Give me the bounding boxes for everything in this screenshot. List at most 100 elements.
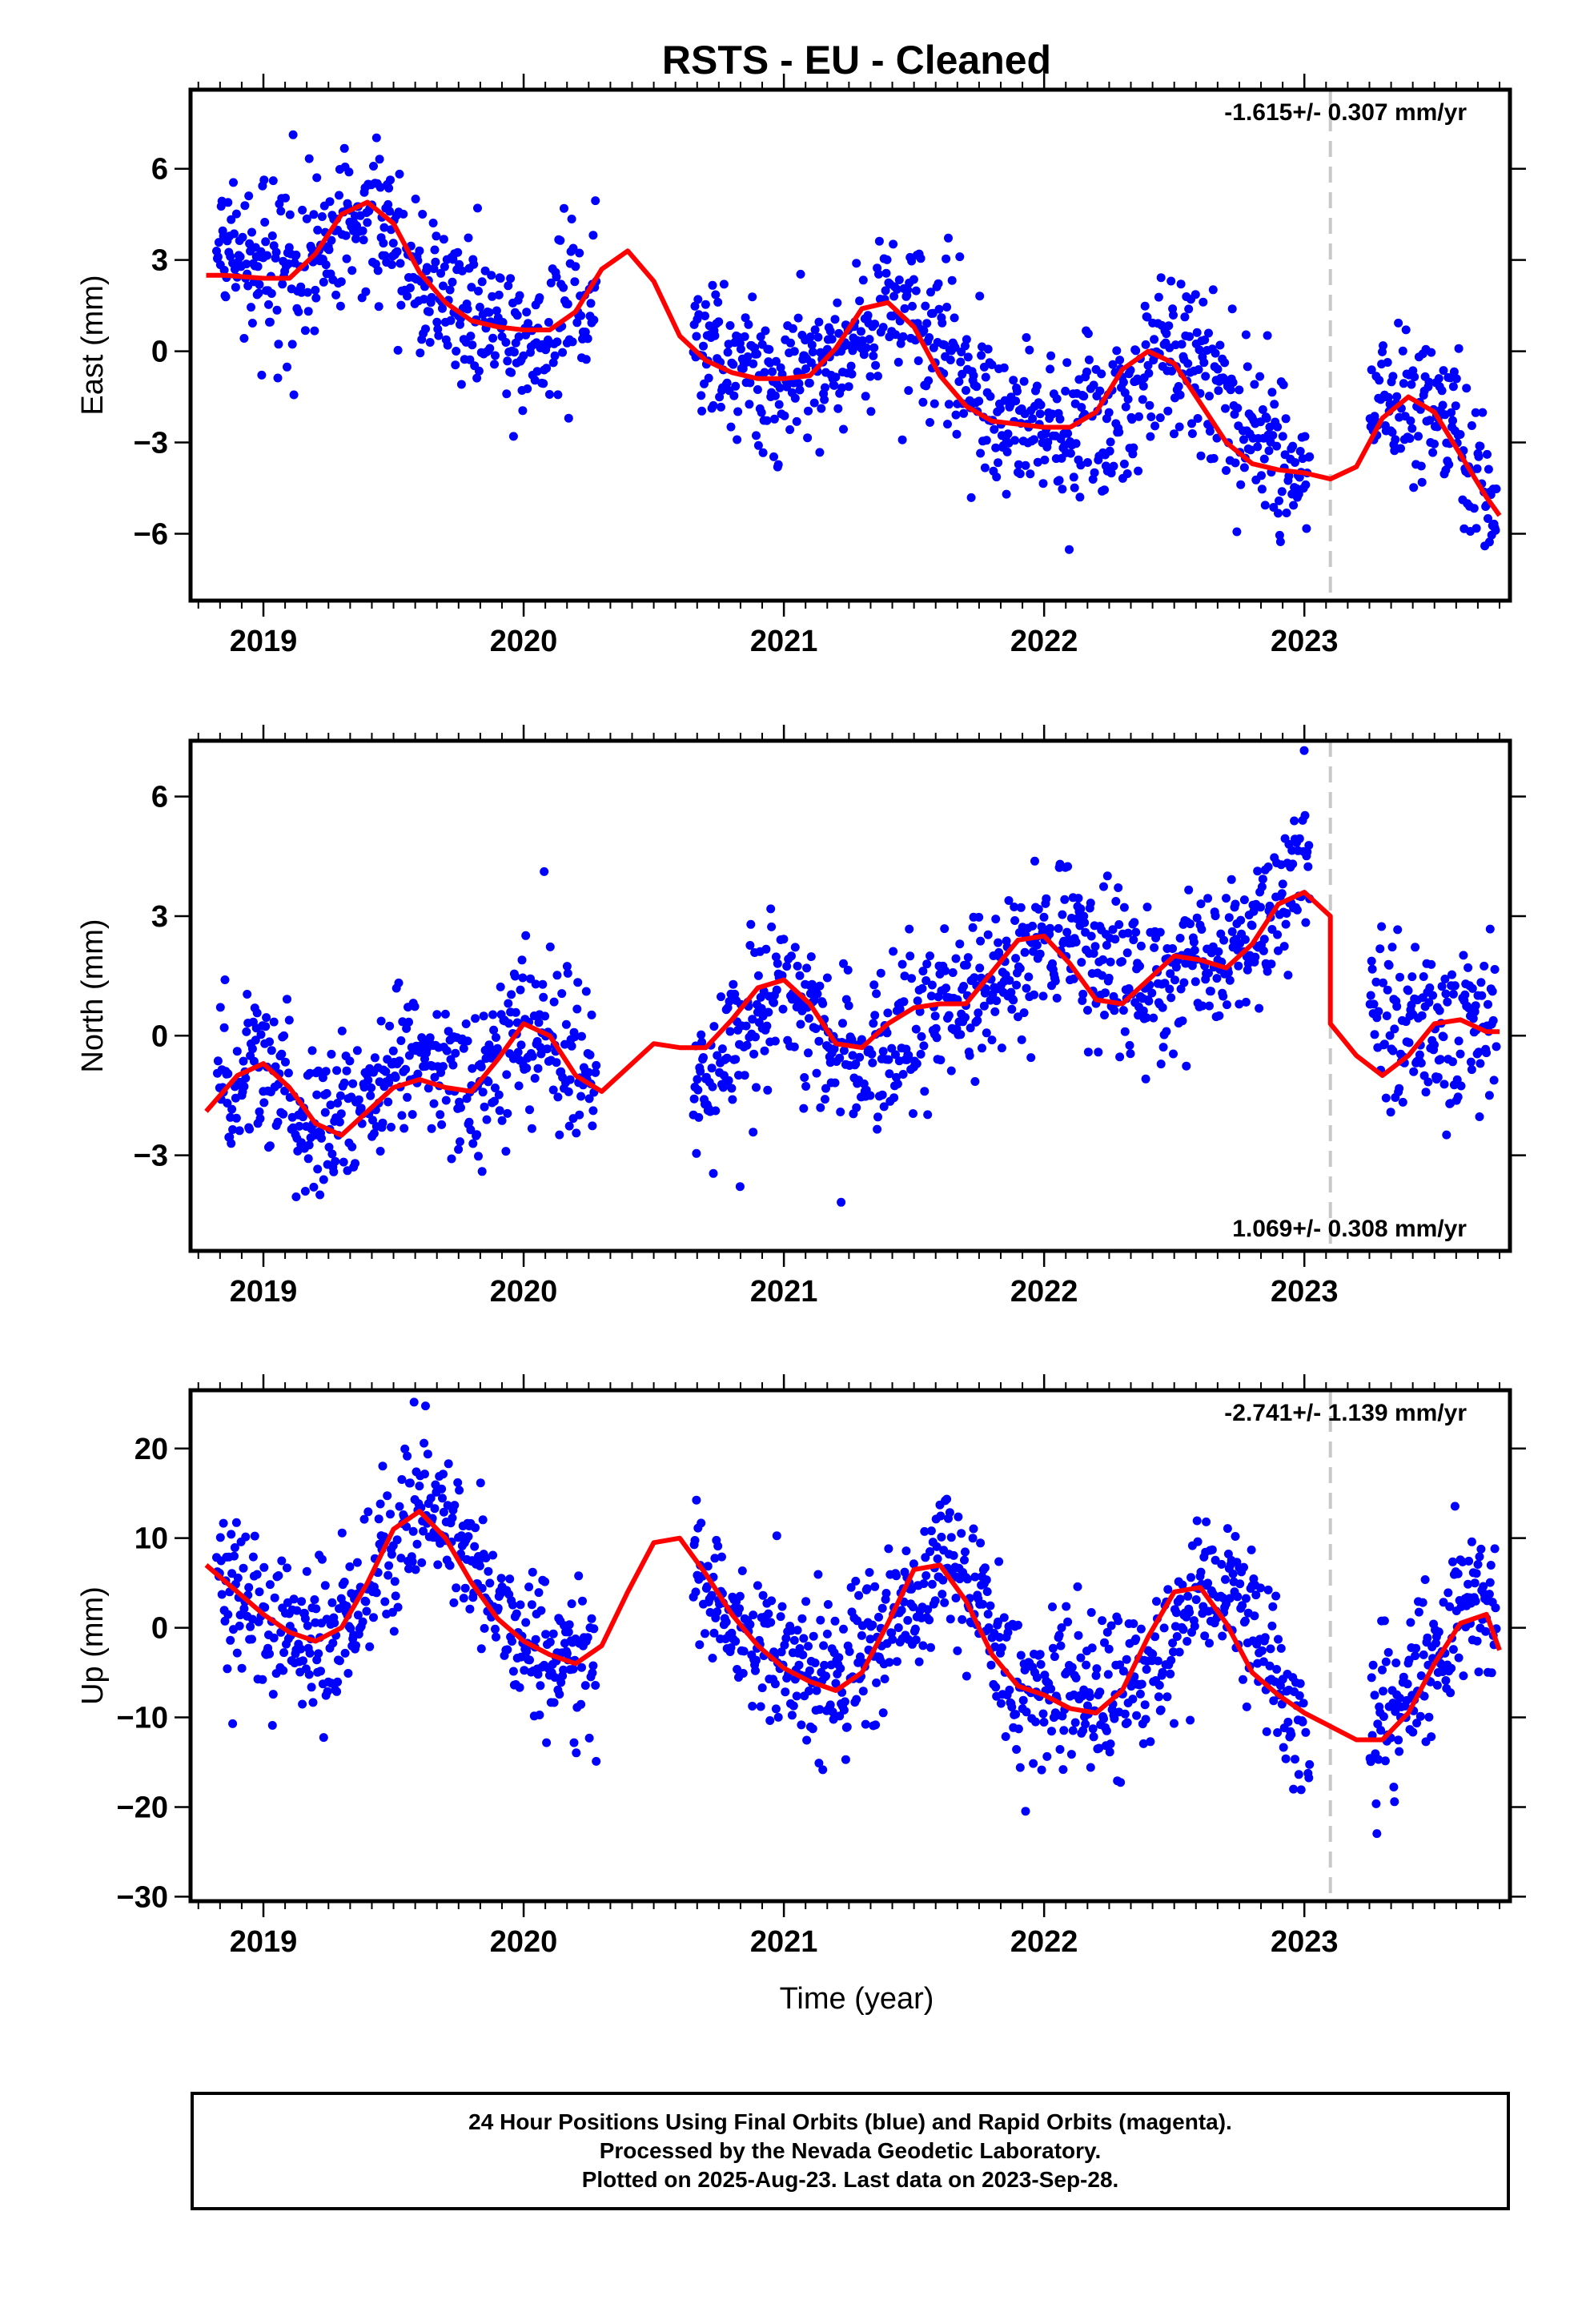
data-point	[1215, 1011, 1224, 1020]
data-point	[583, 1633, 592, 1642]
data-point	[272, 305, 282, 315]
data-point	[361, 1597, 371, 1606]
data-point	[1262, 1727, 1271, 1736]
data-point	[965, 1051, 974, 1060]
data-point	[844, 382, 853, 392]
data-point	[1205, 1001, 1214, 1011]
plot-frame	[188, 87, 1512, 603]
data-point	[1411, 943, 1420, 952]
data-point	[252, 1570, 262, 1579]
data-point	[990, 424, 999, 434]
data-point	[1039, 912, 1049, 922]
data-point	[692, 1148, 701, 1158]
data-point	[846, 1582, 856, 1592]
data-point	[717, 1044, 727, 1054]
data-point	[552, 337, 562, 347]
data-point	[1036, 400, 1046, 410]
data-point	[430, 1504, 440, 1514]
data-point	[347, 266, 357, 275]
data-point	[962, 960, 971, 970]
data-point	[493, 1603, 503, 1613]
data-point	[919, 1041, 929, 1051]
data-point	[1383, 1647, 1393, 1657]
data-point	[517, 955, 527, 965]
data-point	[1009, 995, 1018, 1005]
data-point	[400, 1444, 410, 1454]
data-point	[252, 1008, 262, 1018]
data-point	[1050, 1652, 1059, 1662]
data-point	[1070, 1718, 1080, 1727]
y-tick-label: 10	[135, 1522, 168, 1556]
data-point	[319, 1175, 328, 1184]
data-point	[249, 1056, 259, 1066]
data-point	[1087, 1643, 1097, 1653]
data-point	[362, 1606, 371, 1616]
data-point	[439, 1062, 448, 1072]
data-point	[1266, 1644, 1275, 1654]
data-point	[1417, 1011, 1427, 1020]
data-point	[1058, 910, 1067, 919]
data-point	[528, 1567, 537, 1577]
data-point	[388, 1046, 398, 1055]
data-point	[1443, 997, 1452, 1007]
data-point	[1015, 1763, 1025, 1772]
data-point	[1279, 942, 1289, 951]
chart-title: RSTS - EU - Cleaned	[662, 38, 1051, 82]
data-point	[815, 1705, 825, 1715]
data-point	[226, 251, 235, 261]
data-point	[762, 416, 772, 425]
data-point	[1379, 1039, 1389, 1049]
data-point	[937, 1532, 946, 1542]
data-point	[1421, 1088, 1431, 1097]
data-point	[717, 992, 725, 1002]
data-point	[1235, 1579, 1245, 1589]
data-point	[770, 1679, 780, 1689]
data-point	[745, 400, 754, 409]
data-point	[342, 254, 351, 263]
data-point	[261, 237, 271, 247]
data-point	[1424, 377, 1434, 387]
data-point	[731, 1055, 741, 1064]
data-point	[300, 326, 310, 336]
data-point	[1394, 1735, 1403, 1745]
data-point	[367, 1083, 376, 1092]
data-point	[1174, 422, 1184, 432]
data-point	[861, 1719, 870, 1729]
data-point	[953, 1646, 962, 1655]
data-point	[432, 231, 441, 241]
data-point	[509, 348, 519, 357]
data-point	[1058, 485, 1067, 494]
data-point	[1200, 336, 1210, 344]
data-point	[1110, 935, 1120, 944]
data-point	[963, 953, 973, 963]
data-point	[814, 1759, 824, 1768]
data-point	[461, 1019, 471, 1028]
data-point	[856, 1652, 865, 1662]
data-point	[1052, 394, 1062, 404]
data-point	[932, 1033, 942, 1043]
data-point	[307, 1046, 317, 1055]
data-point	[265, 1037, 274, 1047]
data-point	[1021, 1807, 1030, 1816]
data-point	[403, 292, 412, 301]
data-point	[490, 1096, 499, 1106]
data-point	[836, 1108, 845, 1116]
data-point	[1447, 1663, 1456, 1673]
data-point	[1030, 990, 1038, 999]
data-point	[753, 440, 763, 450]
data-point	[304, 1670, 314, 1679]
data-point	[359, 1514, 369, 1524]
data-point	[1203, 894, 1213, 903]
data-point	[580, 1681, 590, 1691]
data-point	[996, 1699, 1006, 1708]
data-point	[806, 952, 816, 962]
data-point	[815, 981, 825, 991]
data-point	[1178, 1625, 1188, 1634]
data-point	[1059, 1726, 1069, 1735]
data-point	[310, 326, 319, 336]
data-point	[1006, 987, 1016, 997]
data-point	[968, 923, 978, 932]
data-point	[945, 1508, 954, 1518]
data-point	[1257, 471, 1266, 480]
data-point	[466, 332, 476, 341]
